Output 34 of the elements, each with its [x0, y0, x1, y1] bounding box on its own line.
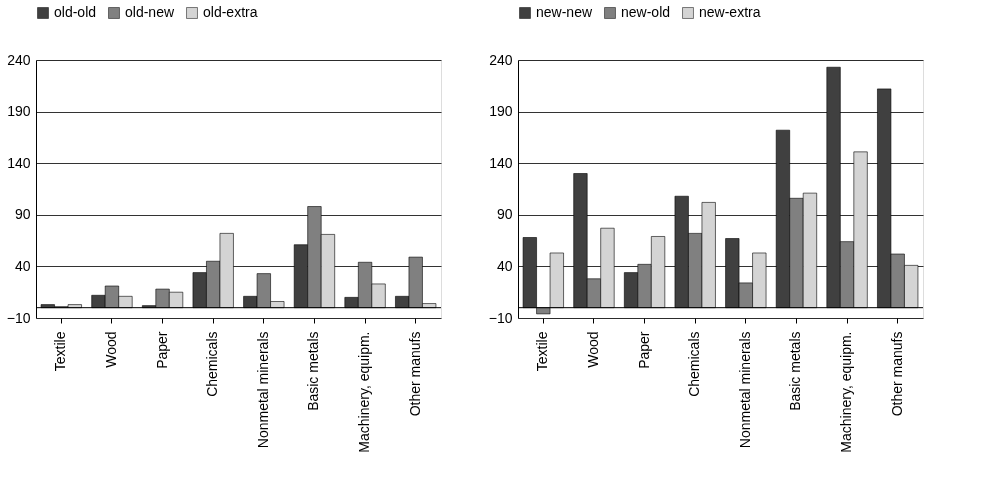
legend-label: old-new: [125, 4, 175, 20]
y-tick-label: 40: [496, 257, 513, 274]
legend-label: new-extra: [699, 4, 761, 20]
x-tick-label: Nonmetal minerals: [736, 331, 753, 449]
x-tick-label: Wood: [102, 331, 119, 368]
x-tick-label: Chemicals: [204, 331, 221, 397]
x-tick-label: Paper: [153, 331, 170, 369]
y-tick-label: 140: [489, 154, 513, 171]
legend-label: new-old: [621, 4, 671, 20]
x-tick-label: Textile: [52, 331, 69, 372]
x-tick-label: Textile: [534, 331, 551, 372]
y-tick-label: 90: [14, 206, 31, 223]
y-tick-label: 240: [7, 51, 31, 68]
x-tick-label: Basic metals: [787, 331, 804, 411]
x-tick-label: Wood: [584, 331, 601, 368]
y-tick-label: −10: [6, 309, 31, 326]
x-tick-label: Nonmetal minerals: [254, 331, 271, 449]
y-tick-label: 140: [7, 154, 31, 171]
x-tick-label: Other manufs: [888, 331, 905, 417]
x-tick-label: Other manufs: [406, 331, 423, 417]
legend-label: new-new: [536, 4, 593, 20]
legend-label: old-extra: [203, 4, 258, 20]
legend-label: old-old: [54, 4, 97, 20]
y-tick-label: 90: [496, 206, 513, 223]
x-tick-label: Chemicals: [686, 331, 703, 397]
y-tick-label: 40: [14, 257, 31, 274]
y-tick-label: 190: [7, 103, 31, 120]
x-tick-label: Machinery, equipm.: [838, 331, 855, 453]
x-tick-label: Basic metals: [305, 331, 322, 411]
x-tick-label: Machinery, equipm.: [356, 331, 373, 453]
y-tick-label: 190: [489, 103, 513, 120]
y-tick-label: −10: [488, 309, 513, 326]
x-tick-label: Paper: [635, 331, 652, 369]
y-tick-label: 240: [489, 51, 513, 68]
